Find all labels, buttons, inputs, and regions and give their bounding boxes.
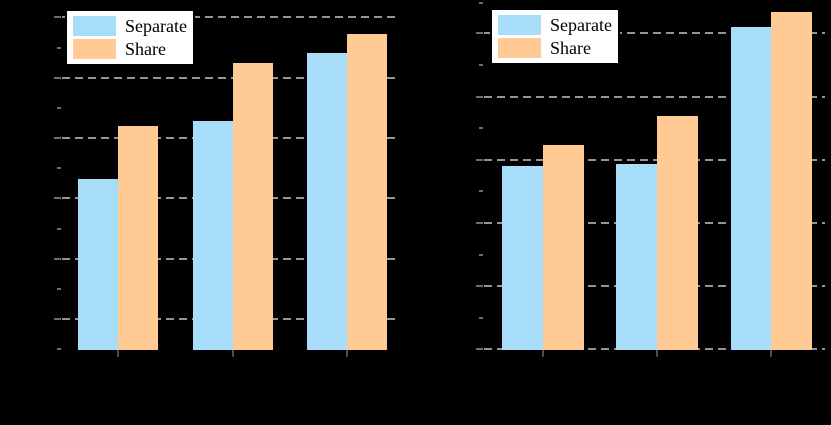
y-axis-minor-tick [57, 47, 61, 49]
y-axis-minor-tick [479, 2, 483, 4]
y-axis-minor-tick [479, 190, 483, 192]
bar-share-group1 [543, 145, 584, 350]
y-axis-major-tick [54, 77, 61, 79]
y-axis-minor-tick [479, 64, 483, 66]
y-axis-minor-tick [57, 288, 61, 290]
legend-item-share: Share [498, 38, 612, 58]
y-axis-minor-tick [57, 228, 61, 230]
y-axis-major-tick [54, 16, 61, 18]
y-gridline [62, 77, 399, 79]
legend-item-share: Share [73, 39, 187, 59]
legend: Separate Share [65, 9, 195, 66]
x-axis-tick [117, 350, 119, 357]
y-axis-major-tick [54, 137, 61, 139]
y-gridline [62, 16, 399, 18]
bar-share-group3 [771, 12, 812, 350]
y-axis-major-tick [476, 159, 483, 161]
bar-separate-group3 [731, 27, 772, 350]
bar-separate-group1 [78, 179, 118, 350]
y-axis-minor-tick [479, 127, 483, 129]
legend-label-separate: Separate [125, 16, 187, 36]
bar-share-group3 [347, 34, 387, 350]
bar-share-group2 [233, 63, 273, 350]
legend-swatch-share [498, 38, 541, 58]
y-axis-major-tick [476, 32, 483, 34]
y-axis-major-tick [54, 258, 61, 260]
legend-swatch-separate [498, 15, 541, 35]
legend-swatch-share [73, 39, 116, 59]
y-axis-minor-tick [479, 317, 483, 319]
y-axis-minor-tick [57, 107, 61, 109]
legend-item-separate: Separate [498, 15, 612, 35]
bar-separate-group2 [616, 164, 657, 350]
y-axis-major-tick [476, 96, 483, 98]
y-gridline [484, 96, 825, 98]
y-gridline [484, 32, 825, 34]
bar-separate-group2 [193, 121, 233, 350]
y-axis-minor-tick [57, 167, 61, 169]
legend-label-share: Share [550, 38, 591, 58]
y-axis-minor-tick [57, 348, 61, 350]
y-axis-major-tick [54, 197, 61, 199]
legend-label-share: Share [125, 39, 166, 59]
right-chart-panel: Separate Share [476, 0, 825, 357]
y-axis-major-tick [476, 222, 483, 224]
legend: Separate Share [490, 8, 620, 65]
x-axis-tick [346, 350, 348, 357]
left-chart-panel: Separate Share [54, 0, 399, 357]
x-axis-tick [656, 350, 658, 357]
y-axis-minor-tick [479, 254, 483, 256]
x-axis-tick [770, 350, 772, 357]
y-axis-major-tick [54, 318, 61, 320]
y-gridline [484, 159, 825, 161]
y-axis-major-tick [476, 348, 483, 350]
bar-share-group2 [657, 116, 698, 350]
bar-share-group1 [118, 126, 158, 350]
x-axis-tick [232, 350, 234, 357]
x-axis-tick [542, 350, 544, 357]
bar-separate-group3 [307, 53, 347, 350]
y-axis-major-tick [476, 285, 483, 287]
legend-label-separate: Separate [550, 15, 612, 35]
bar-separate-group1 [502, 166, 543, 350]
legend-swatch-separate [73, 16, 116, 36]
legend-item-separate: Separate [73, 16, 187, 36]
